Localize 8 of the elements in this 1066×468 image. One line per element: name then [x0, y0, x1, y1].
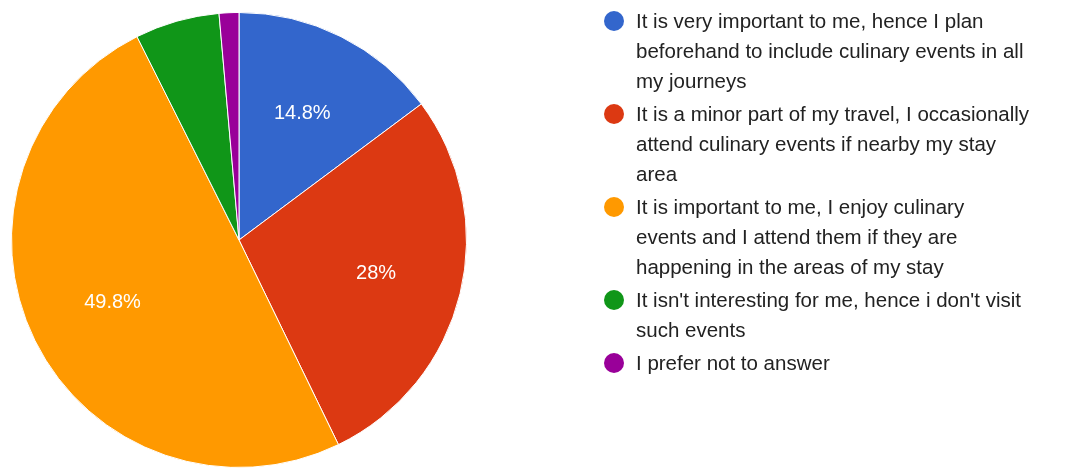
- legend-label: It is very important to me, hence I plan beforehand to include culinary events in all my journeys: [636, 8, 1025, 94]
- legend-label: It is important to me, I enjoy culinary events and I attend them if they are happening in the areas of my stay: [636, 194, 966, 280]
- legend-label: I prefer not to answer: [636, 350, 830, 376]
- legend-label: It is a minor part of my travel, I occasionally attend culinary events if nearby my stay area: [636, 101, 1030, 187]
- data-label: 14.8%: [273, 101, 331, 124]
- legend-label: It isn't interesting for me, hence i don't visit such events: [636, 287, 1022, 343]
- data-label: 49.8%: [84, 289, 142, 312]
- data-label: 28%: [356, 260, 397, 283]
